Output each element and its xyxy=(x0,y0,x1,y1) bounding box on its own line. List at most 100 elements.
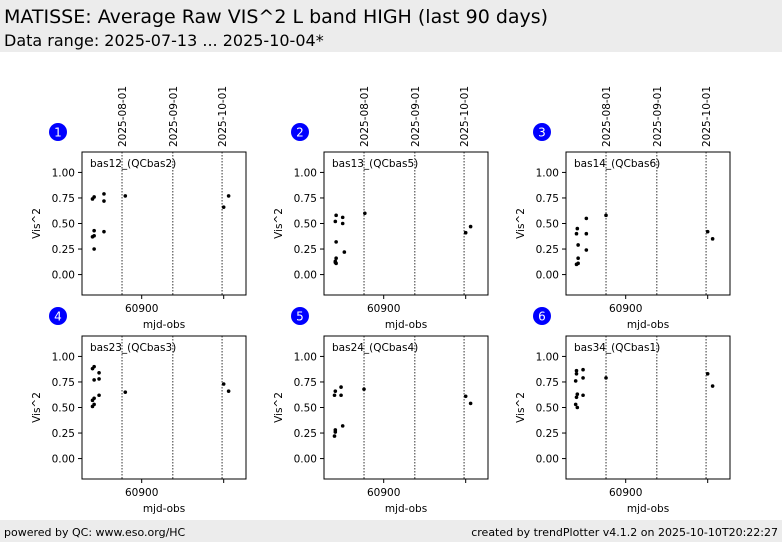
page-title: MATISSE: Average Raw VIS^2 L band HIGH (… xyxy=(4,6,549,28)
footer-band: powered by QC: www.eso.org/HC created by… xyxy=(0,520,782,542)
y-tick-label: 0.50 xyxy=(536,219,559,231)
data-point xyxy=(705,229,710,234)
data-point xyxy=(92,247,96,251)
panel-4: 4 0.00 0.25 0.50 0.75 1.00 60900 Vis^2 mjd-obs ba… xyxy=(31,307,247,515)
x-axis-label: mjd-obs xyxy=(627,319,669,331)
data-point xyxy=(339,385,343,389)
data-point xyxy=(463,394,468,399)
data-point xyxy=(575,405,580,410)
data-point xyxy=(581,376,585,380)
data-point xyxy=(574,371,579,376)
panel-label: bas13_(QCbas5) xyxy=(332,158,418,170)
y-tick-label: 0.75 xyxy=(52,377,75,389)
data-point xyxy=(332,393,337,398)
data-point xyxy=(339,393,343,398)
data-point xyxy=(92,228,96,233)
y-axis-label: Vis^2 xyxy=(31,392,43,423)
panel-number: 2 xyxy=(296,126,304,140)
y-tick-label: 0.75 xyxy=(52,193,75,205)
y-tick-label: 0.00 xyxy=(52,270,75,282)
date-marker-label: 2025-09-01 xyxy=(410,86,422,147)
y-tick-label: 1.00 xyxy=(294,167,317,179)
y-axis-label: Vis^2 xyxy=(273,208,285,239)
date-marker-label: 2025-09-01 xyxy=(168,86,180,147)
x-tick-label: 60900 xyxy=(125,303,158,315)
x-axis-label: mjd-obs xyxy=(385,503,427,515)
panel-label: bas12_(QCbas2) xyxy=(90,158,176,170)
data-point xyxy=(221,382,226,386)
x-tick-label: 60900 xyxy=(367,303,400,315)
panel-label: bas34_(QCbas1) xyxy=(574,342,660,354)
data-point xyxy=(102,229,106,234)
y-tick-label: 0.50 xyxy=(52,403,75,415)
panel-label: bas23_(QCbas3) xyxy=(90,342,176,354)
y-tick-label: 0.50 xyxy=(52,219,75,231)
data-point xyxy=(604,376,608,380)
data-point xyxy=(576,261,580,266)
date-marker-label: 2025-09-01 xyxy=(652,86,664,147)
axes-frame xyxy=(323,335,489,480)
y-tick-label: 0.25 xyxy=(52,428,75,440)
panel-1: 1 2025-08-01 2025-09-01 2025-10-01 0.00 0.25 0… xyxy=(31,86,247,331)
y-tick-label: 0.75 xyxy=(536,377,559,389)
data-point xyxy=(584,248,589,252)
data-point xyxy=(584,231,589,236)
panel-2: 2 2025-08-01 2025-09-01 2025-10-01 0.00 0.25 0… xyxy=(273,86,489,331)
panel-number-badge xyxy=(291,307,309,325)
x-axis-label: mjd-obs xyxy=(143,319,185,331)
data-point xyxy=(334,240,338,244)
y-tick-label: 1.00 xyxy=(536,167,559,179)
data-point xyxy=(97,393,101,398)
panel-label: bas14_(QCbas6) xyxy=(574,158,660,170)
data-point xyxy=(334,256,338,261)
y-tick-label: 0.75 xyxy=(536,193,559,205)
footer-powered-by: powered by QC: www.eso.org/HC xyxy=(4,526,186,539)
y-tick-label: 0.50 xyxy=(294,219,317,231)
panel-number-badge xyxy=(49,123,67,141)
axes-frame xyxy=(81,335,247,480)
data-point xyxy=(92,402,96,407)
data-point xyxy=(334,213,338,218)
data-point xyxy=(92,195,96,199)
data-point xyxy=(575,226,580,231)
data-point xyxy=(362,387,366,391)
y-axis-label: Vis^2 xyxy=(515,208,527,239)
footer-created-by: created by trendPlotter v4.1.2 on 2025-1… xyxy=(471,526,778,539)
data-point xyxy=(221,205,226,209)
panel-6: 6 0.00 0.25 0.50 0.75 1.00 60900 Vis^2 mjd-obs ba… xyxy=(515,307,731,515)
date-marker-label: 2025-10-01 xyxy=(217,86,229,147)
data-point xyxy=(102,199,106,203)
axes-frame xyxy=(565,151,731,296)
y-axis-label: Vis^2 xyxy=(273,392,285,423)
data-point xyxy=(705,371,710,376)
data-range: Data range: 2025-07-13 ... 2025-10-04* xyxy=(4,31,324,50)
y-tick-label: 0.25 xyxy=(294,428,317,440)
data-point xyxy=(575,392,580,397)
data-point xyxy=(710,237,715,241)
y-tick-label: 0.00 xyxy=(536,270,559,282)
data-point xyxy=(576,243,580,247)
panel-number: 1 xyxy=(54,126,62,140)
y-tick-label: 0.25 xyxy=(294,244,317,256)
data-point xyxy=(102,192,106,196)
date-marker-label: 2025-10-01 xyxy=(459,86,471,147)
y-tick-label: 1.00 xyxy=(294,351,317,363)
y-axis-label: Vis^2 xyxy=(515,392,527,423)
panel-3: 3 2025-08-01 2025-09-01 2025-10-01 0.00 0.25 0… xyxy=(515,86,731,331)
data-point xyxy=(332,434,337,438)
x-axis-label: mjd-obs xyxy=(143,503,185,515)
date-marker-label: 2025-08-01 xyxy=(359,86,371,147)
data-point xyxy=(123,194,128,198)
x-tick-label: 60900 xyxy=(125,487,158,499)
x-tick-label: 60900 xyxy=(609,303,642,315)
y-tick-label: 1.00 xyxy=(536,351,559,363)
axes-frame xyxy=(81,151,247,296)
data-point xyxy=(340,424,345,428)
y-tick-label: 0.00 xyxy=(52,454,75,466)
data-point xyxy=(710,384,715,388)
panel-5: 5 0.00 0.25 0.50 0.75 1.00 60900 Vis^2 mjd-obs ba… xyxy=(273,307,489,515)
panel-number-badge xyxy=(533,307,551,325)
y-axis-label: Vis^2 xyxy=(31,208,43,239)
data-point xyxy=(604,213,608,218)
header-band: MATISSE: Average Raw VIS^2 L band HIGH (… xyxy=(0,0,782,52)
